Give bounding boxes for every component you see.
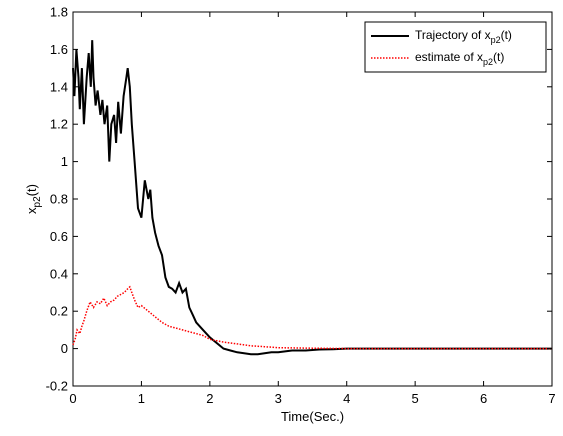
y-tick-label: 1.6 xyxy=(50,42,68,57)
y-tick-label: 1.8 xyxy=(50,5,68,20)
x-tick-label: 2 xyxy=(206,391,213,406)
y-tick-label: -0.2 xyxy=(46,379,68,394)
series-group xyxy=(72,40,552,356)
x-tick-label: 3 xyxy=(275,391,282,406)
legend: Trajectory of xp2(t) estimate of xp2(t) xyxy=(364,21,547,73)
plot-frame xyxy=(72,11,553,387)
x-tick-label: 1 xyxy=(138,391,145,406)
series-line-estimate xyxy=(72,285,552,350)
y-axis-label-main: x xyxy=(24,207,39,214)
x-tick-label: 5 xyxy=(412,391,419,406)
x-tick-label: 4 xyxy=(343,391,350,406)
y-tick-label: 0.4 xyxy=(50,266,68,281)
y-tick-label: 1.2 xyxy=(50,117,68,132)
y-tick-label: 0.8 xyxy=(50,192,68,207)
legend-label-estimate: estimate of xp2(t) xyxy=(415,50,504,67)
series-line-trajectory xyxy=(72,40,552,356)
x-tick-label: 6 xyxy=(480,391,487,406)
y-axis-label-sub: p2 xyxy=(32,196,43,208)
y-tick-label: 0 xyxy=(61,341,68,356)
x-tick-label: 7 xyxy=(548,391,555,406)
x-axis-label: Time(Sec.) xyxy=(281,409,344,424)
x-tick-label: 0 xyxy=(69,391,76,406)
y-tick-label: 1.4 xyxy=(50,79,68,94)
svg-text:xp2(t): xp2(t) xyxy=(24,184,43,214)
legend-box xyxy=(364,21,547,73)
y-axis-label: xp2(t) xyxy=(24,184,43,214)
y-axis-label-suffix: (t) xyxy=(24,184,39,196)
y-tick-label: 0.6 xyxy=(50,229,68,244)
legend-label-trajectory: Trajectory of xp2(t) xyxy=(415,28,512,45)
tick-group: 0 1 2 3 4 5 6 7-0.200.20.40.60.811.21.41.61.8 xyxy=(46,5,556,407)
plot-area: 0 1 2 3 4 5 6 7-0.200.20.40.60.811.21.41.61.8 xyxy=(46,5,556,407)
y-tick-label: 1 xyxy=(61,154,68,169)
y-tick-label: 0.2 xyxy=(50,304,68,319)
